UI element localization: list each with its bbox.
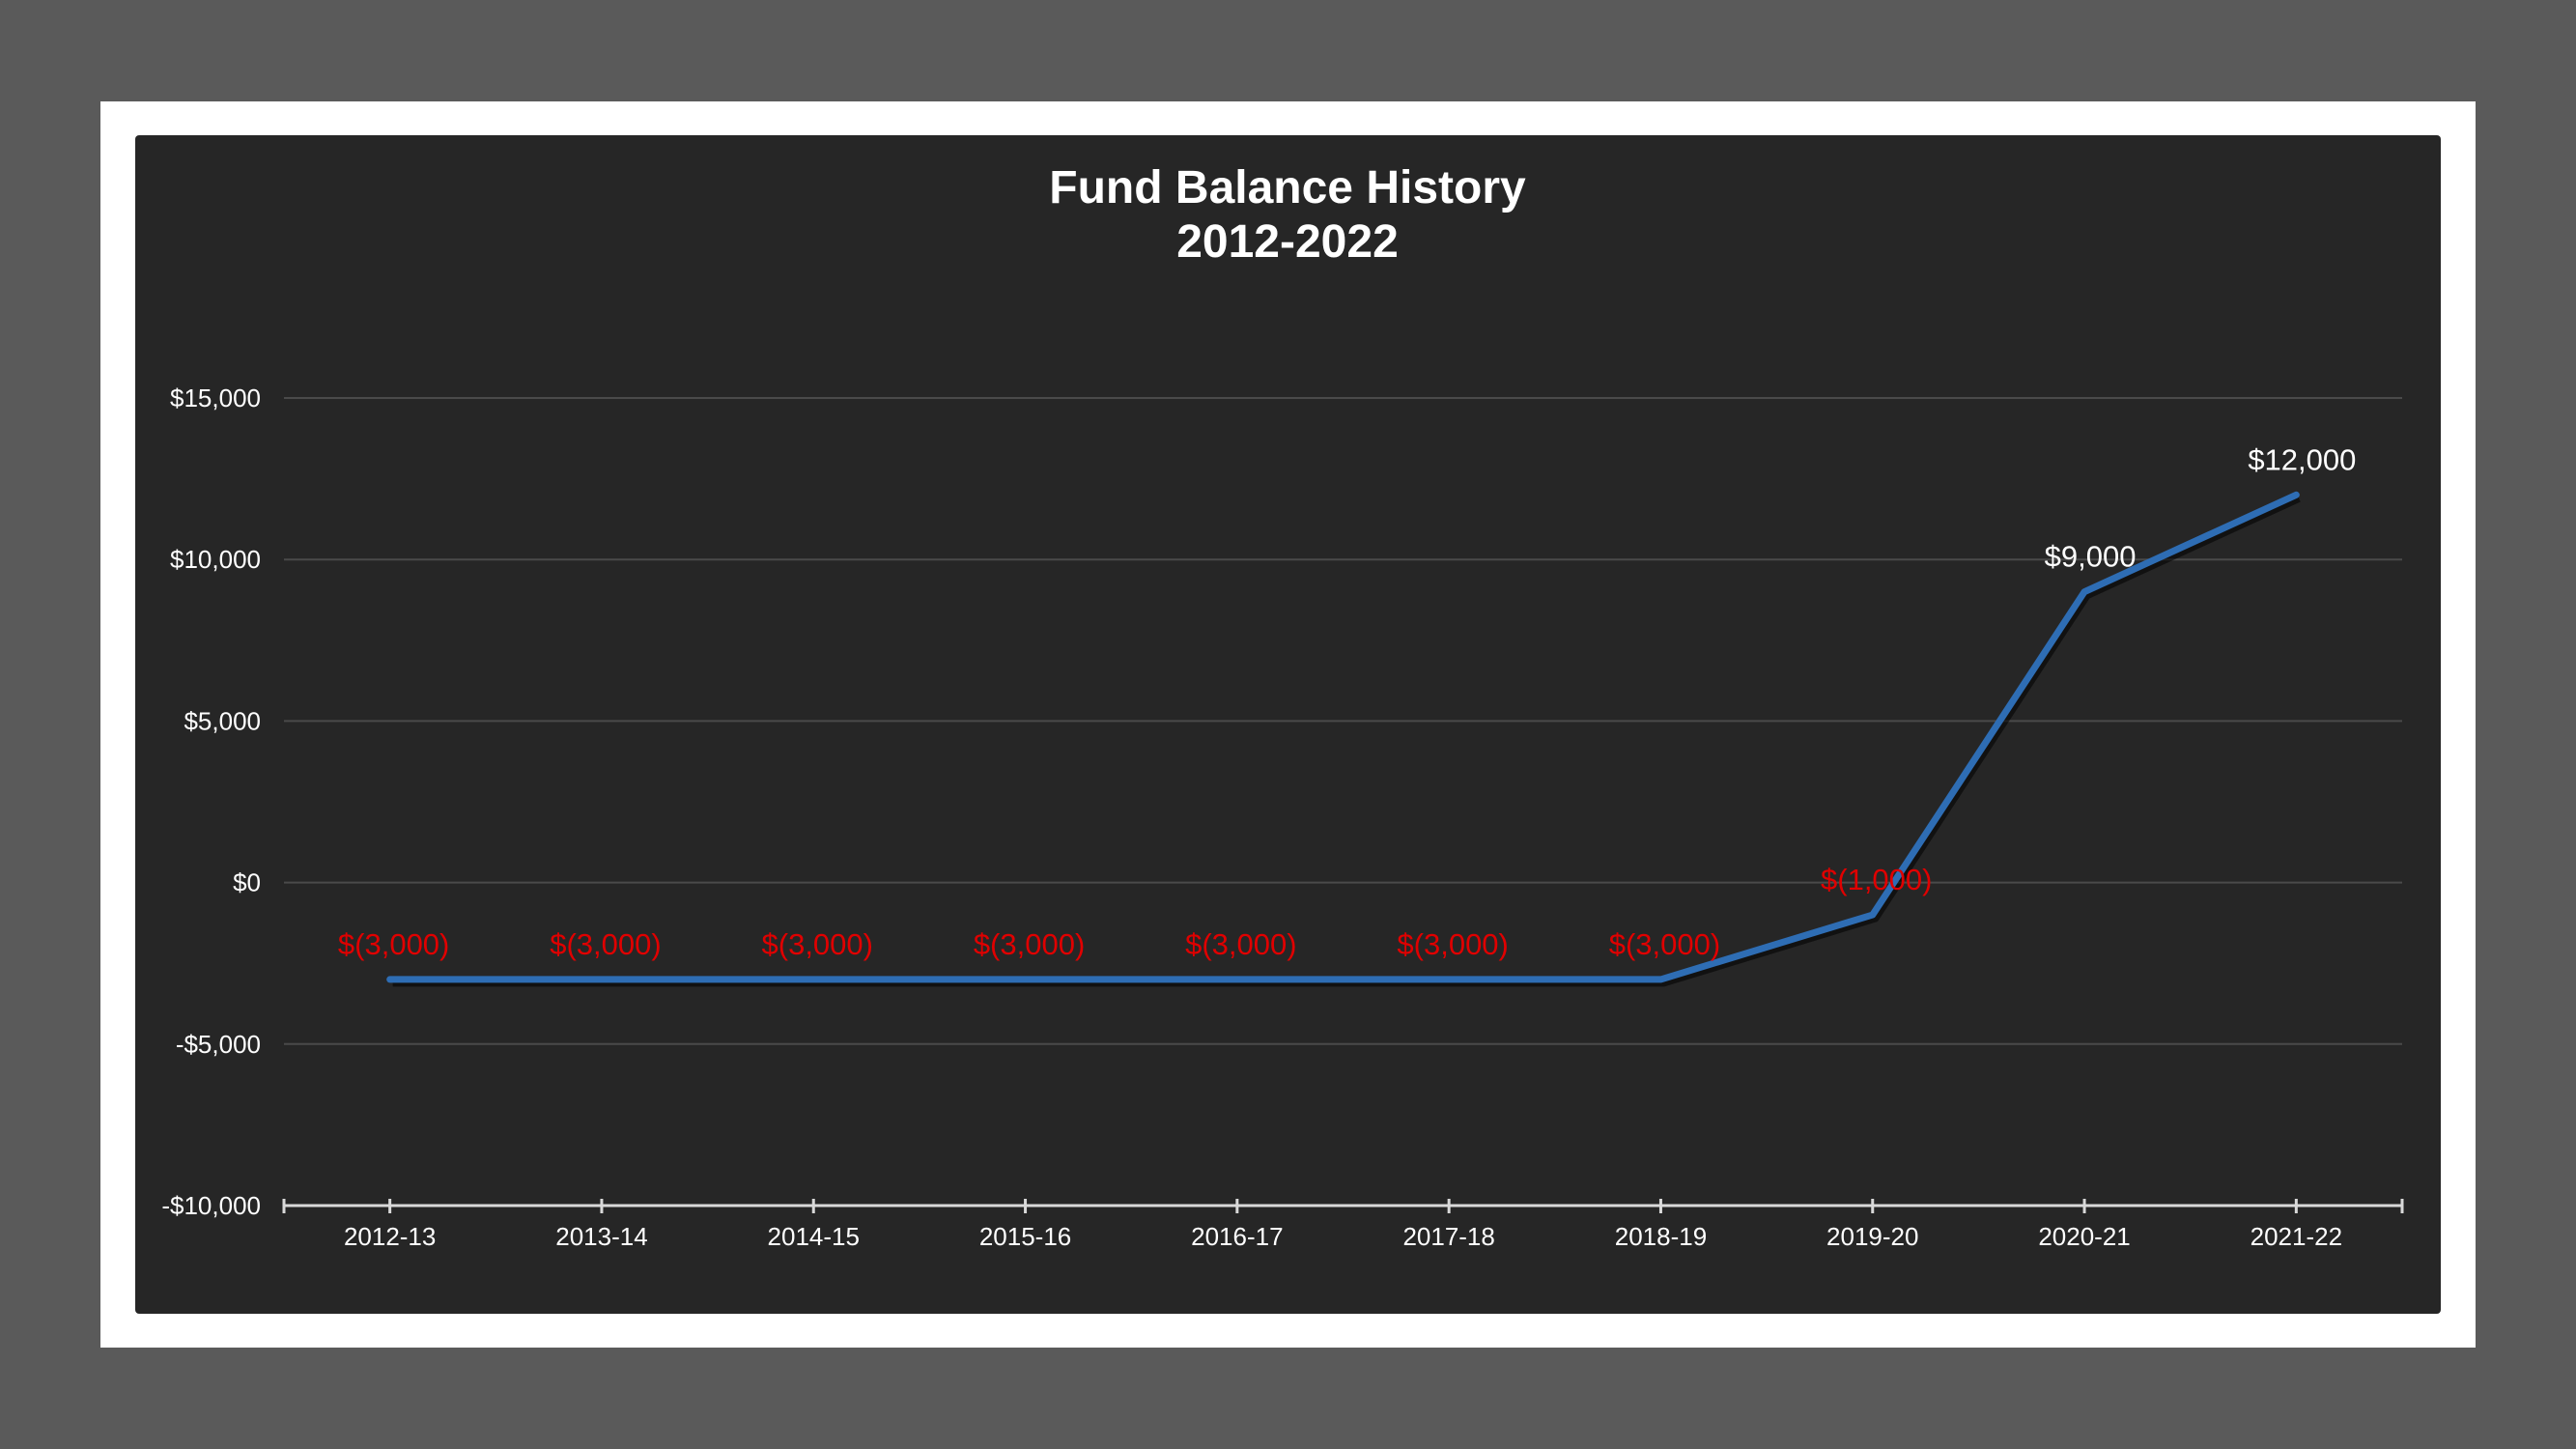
x-tick-label: 2020-21 — [2038, 1222, 2130, 1251]
x-tick-label: 2015-16 — [979, 1222, 1071, 1251]
data-label: $(3,000) — [550, 927, 661, 961]
data-label: $(3,000) — [974, 927, 1085, 961]
chart-title: Fund Balance History 2012-2022 — [1049, 162, 1526, 268]
x-tick-label: 2021-22 — [2250, 1222, 2342, 1251]
data-label: $(3,000) — [338, 927, 449, 961]
x-tick-label: 2016-17 — [1191, 1222, 1283, 1251]
y-tick-label: $0 — [233, 868, 261, 897]
x-tick-label: 2013-14 — [555, 1222, 647, 1251]
chart-panel: Fund Balance History 2012-2022 $15,000 $1… — [135, 135, 2441, 1314]
series-line-group — [386, 491, 2301, 987]
chart-title-line-1: Fund Balance History — [1049, 162, 1526, 213]
x-tick-label: 2018-19 — [1615, 1222, 1707, 1251]
x-tick-label: 2019-20 — [1826, 1222, 1918, 1251]
x-axis — [282, 1199, 2404, 1213]
x-tick-label: 2014-15 — [768, 1222, 860, 1251]
x-axis-labels: 2012-13 2013-14 2014-15 2015-16 2016-17 2017-… — [344, 1222, 2342, 1251]
y-tick-label: $10,000 — [170, 545, 261, 574]
data-label: $12,000 — [2248, 442, 2356, 476]
series-line-shadow — [392, 496, 2301, 987]
y-axis-labels: $15,000 $10,000 $5,000 $0 -$5,000 -$10,000 — [161, 384, 261, 1220]
data-label: $(3,000) — [1609, 927, 1720, 961]
series-line — [386, 491, 2300, 983]
y-tick-label: $5,000 — [184, 706, 261, 735]
line-chart: Fund Balance History 2012-2022 $15,000$1… — [161, 162, 2404, 1251]
data-label: $(3,000) — [1397, 927, 1508, 961]
y-tick-label: -$5,000 — [176, 1030, 261, 1059]
gridlines — [284, 397, 2402, 1045]
y-tick-label: -$10,000 — [161, 1191, 261, 1220]
data-label: $(1,000) — [1821, 863, 1932, 896]
y-tick-label: $15,000 — [170, 384, 261, 412]
data-label: $(3,000) — [1185, 927, 1296, 961]
x-tick-label: 2012-13 — [344, 1222, 436, 1251]
data-label: $9,000 — [2045, 540, 2137, 574]
chart-title-line-2: 2012-2022 — [1176, 216, 1399, 268]
x-tick-label: 2017-18 — [1402, 1222, 1494, 1251]
data-labels: $(3,000) $(3,000) $(3,000) $(3,000) $(3,000)… — [338, 442, 2356, 961]
data-label: $(3,000) — [762, 927, 873, 961]
